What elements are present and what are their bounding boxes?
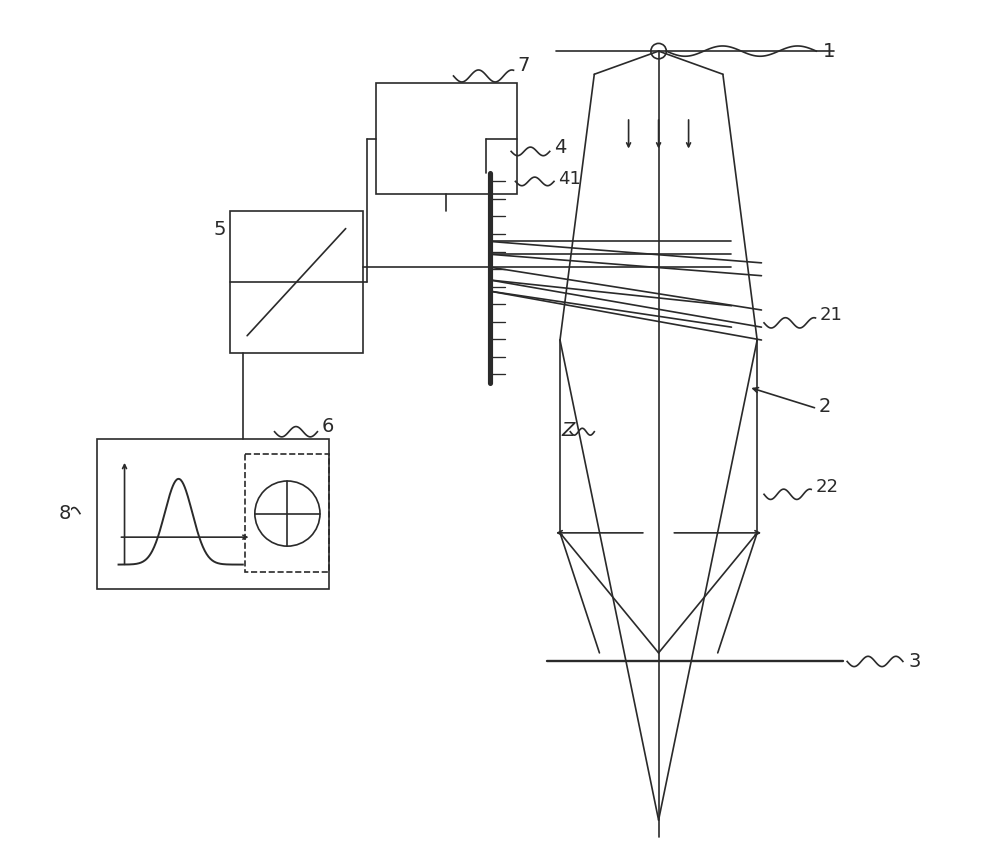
Bar — [230, 212, 363, 353]
Text: 21: 21 — [820, 306, 843, 324]
Text: 41: 41 — [558, 169, 581, 187]
Bar — [376, 83, 517, 194]
Text: 3: 3 — [908, 652, 920, 671]
Bar — [245, 454, 329, 572]
Text: 2: 2 — [819, 397, 831, 416]
Bar — [97, 439, 329, 588]
Text: 6: 6 — [322, 417, 334, 436]
Text: 7: 7 — [518, 56, 530, 75]
Text: Z: Z — [562, 421, 575, 439]
Text: 8: 8 — [59, 504, 71, 523]
Text: 4: 4 — [554, 138, 566, 157]
Text: 1: 1 — [823, 41, 836, 60]
Text: 22: 22 — [815, 478, 838, 496]
Text: 5: 5 — [213, 220, 226, 239]
